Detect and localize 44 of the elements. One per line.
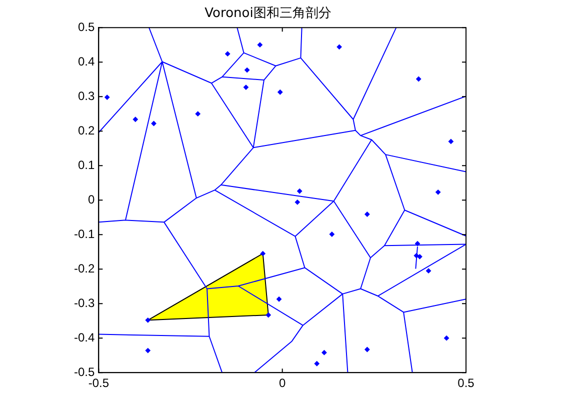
- point: [426, 268, 432, 274]
- point: [257, 42, 262, 48]
- point: [225, 51, 230, 56]
- y-tick-label: 0: [88, 192, 95, 206]
- x-tick-label: -0.5: [88, 376, 110, 390]
- y-tick-label: -0.1: [74, 226, 95, 241]
- point: [336, 44, 342, 50]
- chart-title: Voronoi图和三角剖分: [204, 6, 332, 22]
- y-tick-label: -0.5: [74, 364, 95, 379]
- point: [436, 190, 441, 195]
- point: [145, 348, 150, 354]
- y-tick-label: -0.3: [74, 296, 95, 310]
- point: [278, 90, 283, 95]
- point: [266, 312, 271, 318]
- point: [294, 200, 300, 205]
- point: [276, 296, 282, 302]
- point: [448, 138, 454, 144]
- point: [195, 111, 200, 116]
- point: [329, 232, 334, 237]
- point: [314, 361, 320, 366]
- point: [151, 121, 156, 126]
- y-tick-label: 0.1: [78, 158, 95, 172]
- point: [364, 212, 370, 217]
- y-tick-label: -0.2: [74, 261, 95, 276]
- y-tick-label: 0.3: [78, 88, 95, 103]
- point: [297, 188, 302, 194]
- point: [104, 94, 110, 100]
- y-tick-label: -0.4: [74, 330, 95, 344]
- y-tick-label: 0.4: [78, 54, 95, 68]
- x-tick-label: 0.5: [458, 376, 475, 390]
- point: [322, 350, 327, 356]
- point: [364, 346, 370, 352]
- y-tick-label: 0.2: [78, 123, 95, 138]
- point: [415, 241, 420, 246]
- y-tick-label: 0.5: [78, 20, 95, 34]
- point: [244, 68, 250, 73]
- point: [444, 336, 450, 341]
- point: [145, 318, 150, 323]
- x-tick-label: 0: [278, 376, 286, 390]
- point: [417, 254, 422, 260]
- point: [416, 76, 422, 82]
- point: [260, 251, 266, 256]
- point: [132, 116, 138, 122]
- point: [243, 84, 248, 90]
